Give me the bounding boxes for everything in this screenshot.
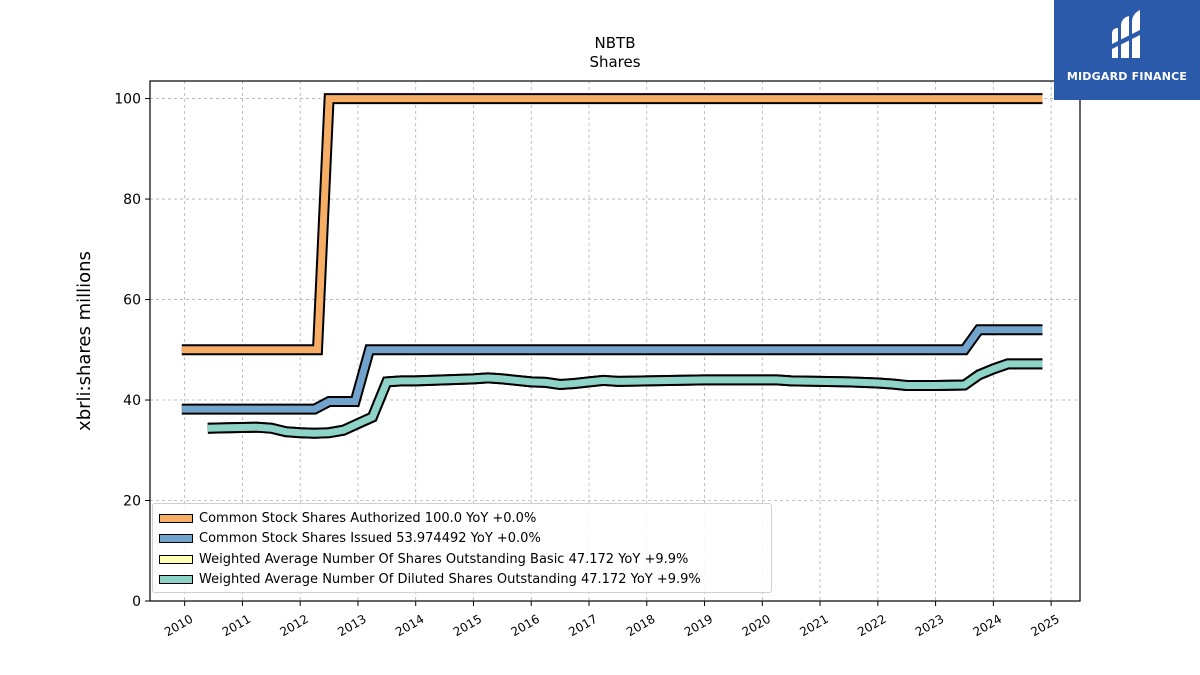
x-tick-label: 2011 bbox=[220, 612, 253, 639]
series-line bbox=[181, 95, 1043, 354]
series-line-outline bbox=[181, 324, 1043, 415]
x-tick-label: 2021 bbox=[797, 612, 830, 639]
legend-label: Weighted Average Number Of Diluted Share… bbox=[199, 572, 701, 588]
series-layer bbox=[181, 93, 1043, 439]
legend-swatch bbox=[159, 534, 193, 544]
y-tick-label: 100 bbox=[114, 92, 141, 108]
y-axis-label: xbrli:shares millions bbox=[74, 251, 95, 431]
legend-item: Common Stock Shares Issued 53.974492 YoY… bbox=[159, 529, 771, 550]
legend-swatch bbox=[159, 554, 193, 564]
x-tick-label: 2013 bbox=[335, 612, 368, 639]
x-tick-label: 2015 bbox=[451, 612, 484, 639]
legend-item: Common Stock Shares Authorized 100.0 YoY… bbox=[159, 508, 771, 529]
series-1 bbox=[181, 324, 1043, 415]
series-line-outline bbox=[181, 93, 1043, 356]
legend-swatch bbox=[159, 513, 193, 523]
logo-text: MIDGARD FINANCE bbox=[1066, 70, 1188, 83]
x-tick-label: 2018 bbox=[624, 612, 657, 639]
y-tick-label: 20 bbox=[123, 494, 141, 510]
x-tick-label: 2014 bbox=[393, 612, 426, 639]
x-tick-label: 2016 bbox=[509, 612, 542, 639]
x-tick-label: 2012 bbox=[277, 612, 310, 639]
y-tick-label: 40 bbox=[123, 393, 141, 409]
series-line bbox=[181, 326, 1043, 413]
x-tick-label: 2022 bbox=[855, 612, 888, 639]
series-0 bbox=[181, 93, 1043, 356]
x-tick-label: 2020 bbox=[740, 612, 773, 639]
legend-label: Common Stock Shares Authorized 100.0 YoY… bbox=[199, 510, 537, 526]
x-tick-label: 2025 bbox=[1028, 612, 1061, 639]
x-tick-label: 2019 bbox=[682, 612, 715, 639]
series-line bbox=[207, 360, 1043, 437]
x-tick-label: 2024 bbox=[971, 612, 1004, 639]
x-tick-label: 2017 bbox=[566, 612, 599, 639]
x-tick-label: 2023 bbox=[913, 612, 946, 639]
brand-logo: MIDGARD FINANCE bbox=[1054, 0, 1200, 100]
legend-item: Weighted Average Number Of Diluted Share… bbox=[159, 570, 771, 591]
chart-title: NBTB bbox=[595, 34, 636, 52]
legend-label: Common Stock Shares Issued 53.974492 YoY… bbox=[199, 531, 541, 547]
y-tick-label: 80 bbox=[123, 192, 141, 208]
logo-mark-icon bbox=[1112, 10, 1140, 58]
x-tick-label: 2010 bbox=[162, 612, 195, 639]
y-tick-label: 60 bbox=[123, 293, 141, 309]
chart-subtitle: Shares bbox=[589, 53, 640, 71]
legend-item: Weighted Average Number Of Shares Outsta… bbox=[159, 549, 771, 570]
legend-swatch bbox=[159, 575, 193, 585]
plot-frame bbox=[149, 80, 1081, 602]
legend-label: Weighted Average Number Of Shares Outsta… bbox=[199, 551, 689, 567]
y-tick-label: 0 bbox=[132, 594, 141, 610]
series-3 bbox=[207, 358, 1043, 439]
legend: Common Stock Shares Authorized 100.0 YoY… bbox=[152, 503, 772, 593]
